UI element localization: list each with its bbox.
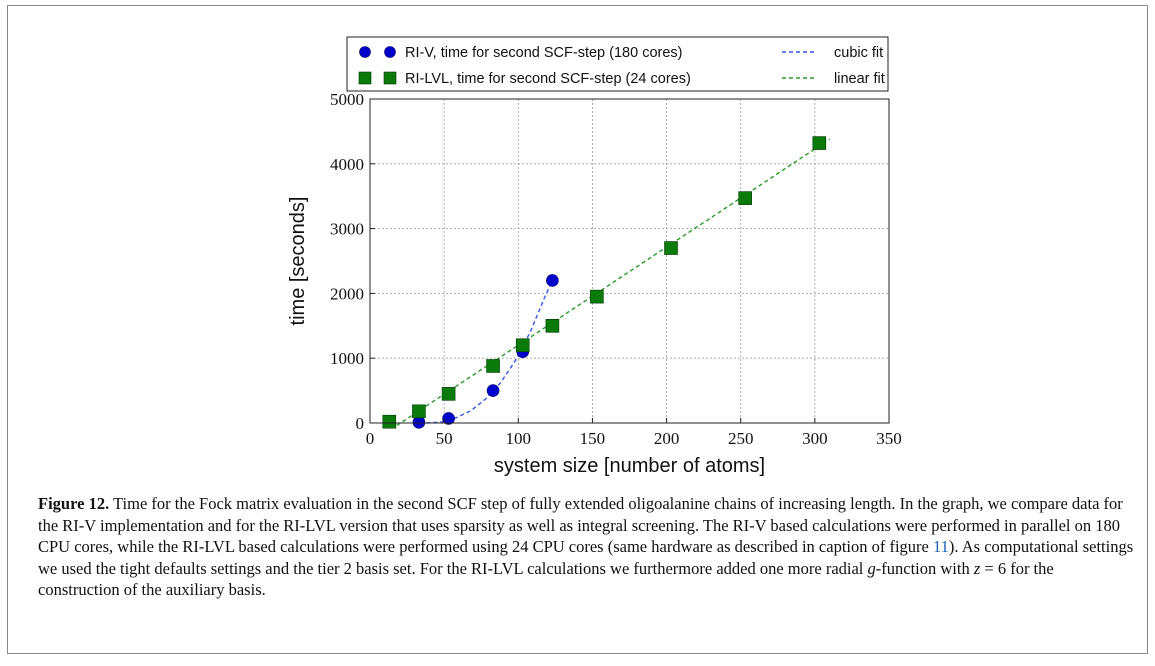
ri-v-point: [486, 384, 500, 397]
legend-marker-ri-v: [359, 46, 371, 58]
ri-lvl-point: [486, 359, 500, 373]
x-tick-label: 300: [802, 429, 828, 448]
y-tick-label: 3000: [330, 220, 364, 239]
ri-lvl-point: [412, 404, 426, 419]
legend-label-linear-fit: linear fit: [834, 71, 885, 87]
y-axis-title: time [seconds]: [287, 197, 309, 326]
caption-text-part-4: = 6 for the construction of the auxiliar…: [38, 558, 1054, 600]
caption-z-symbol: z: [973, 558, 981, 578]
ri-lvl-point: [738, 191, 752, 205]
ri-v-point: [546, 274, 559, 287]
legend-label-ri-lvl: RI-LVL, time for second SCF-step (24 cor…: [405, 71, 691, 87]
y-tick-label: 1000: [330, 349, 364, 368]
grid: [370, 99, 889, 423]
legend-marker-ri-v: [384, 46, 396, 58]
plot-area-border: [369, 98, 890, 424]
ri-lvl-point: [545, 318, 560, 333]
legend-label-ri-v: RI-V, time for second SCF-step (180 core…: [405, 45, 682, 61]
caption-text-part-1: Time for the Fock matrix evaluation in t…: [38, 494, 1123, 556]
x-tick-label: 200: [654, 429, 680, 448]
x-tick-label: 50: [436, 429, 453, 448]
y-tick-label: 2000: [330, 284, 364, 303]
legend-marker-ri-lvl: [358, 71, 372, 85]
axis-ticks: 0 50 100 150 200 250 300 350 0 1000 2000 3000 4000 50…: [330, 90, 902, 448]
x-tick-label: 350: [876, 429, 902, 448]
legend-label-cubic-fit: cubic fit: [834, 45, 883, 61]
legend-box: [346, 36, 889, 92]
x-tick-label: 150: [580, 429, 606, 448]
legend: RI-V, time for second SCF-step (180 core…: [346, 36, 889, 92]
y-tick-label: 4000: [330, 155, 364, 174]
fit-lines: [396, 138, 831, 427]
scatter-chart: 0 50 100 150 200 250 300 350 0 1000 2000 3000 4000 50…: [287, 36, 902, 476]
caption-text-part-2: ). As computational settings we used the…: [38, 537, 1134, 578]
cubic-fit-line: [426, 280, 554, 424]
ri-v-point: [442, 412, 455, 425]
x-axis-title: system size [number of atoms]: [494, 455, 765, 476]
caption-g-symbol: g: [867, 558, 876, 578]
y-tick-label: 5000: [330, 90, 364, 109]
y-tick-label: 0: [356, 414, 365, 433]
figure-frame: 0 50 100 150 200 250 300 350 0 1000 2000 3000 4000 50…: [7, 5, 1148, 654]
x-tick-label: 100: [506, 429, 532, 448]
x-tick-label: 0: [366, 429, 375, 448]
ri-lvl-point: [515, 338, 530, 353]
caption-figure-reference-link[interactable]: 11: [933, 537, 949, 556]
caption-figure-label: Figure 12.: [38, 494, 110, 513]
ri-lvl-point: [382, 414, 397, 429]
ri-v-point: [412, 416, 426, 429]
x-tick-label: 250: [728, 429, 754, 448]
ri-lvl-point: [812, 136, 827, 150]
ri-lvl-point: [590, 289, 604, 304]
ri-lvl-point: [441, 387, 456, 401]
caption-text-part-3: -function with: [875, 558, 974, 578]
data-markers: [382, 136, 827, 429]
figure-caption: Figure 12. Time for the Fock matrix eval…: [38, 493, 1138, 601]
linear-fit-line: [396, 138, 831, 427]
legend-marker-ri-lvl: [383, 71, 397, 85]
ri-lvl-point: [664, 241, 678, 255]
